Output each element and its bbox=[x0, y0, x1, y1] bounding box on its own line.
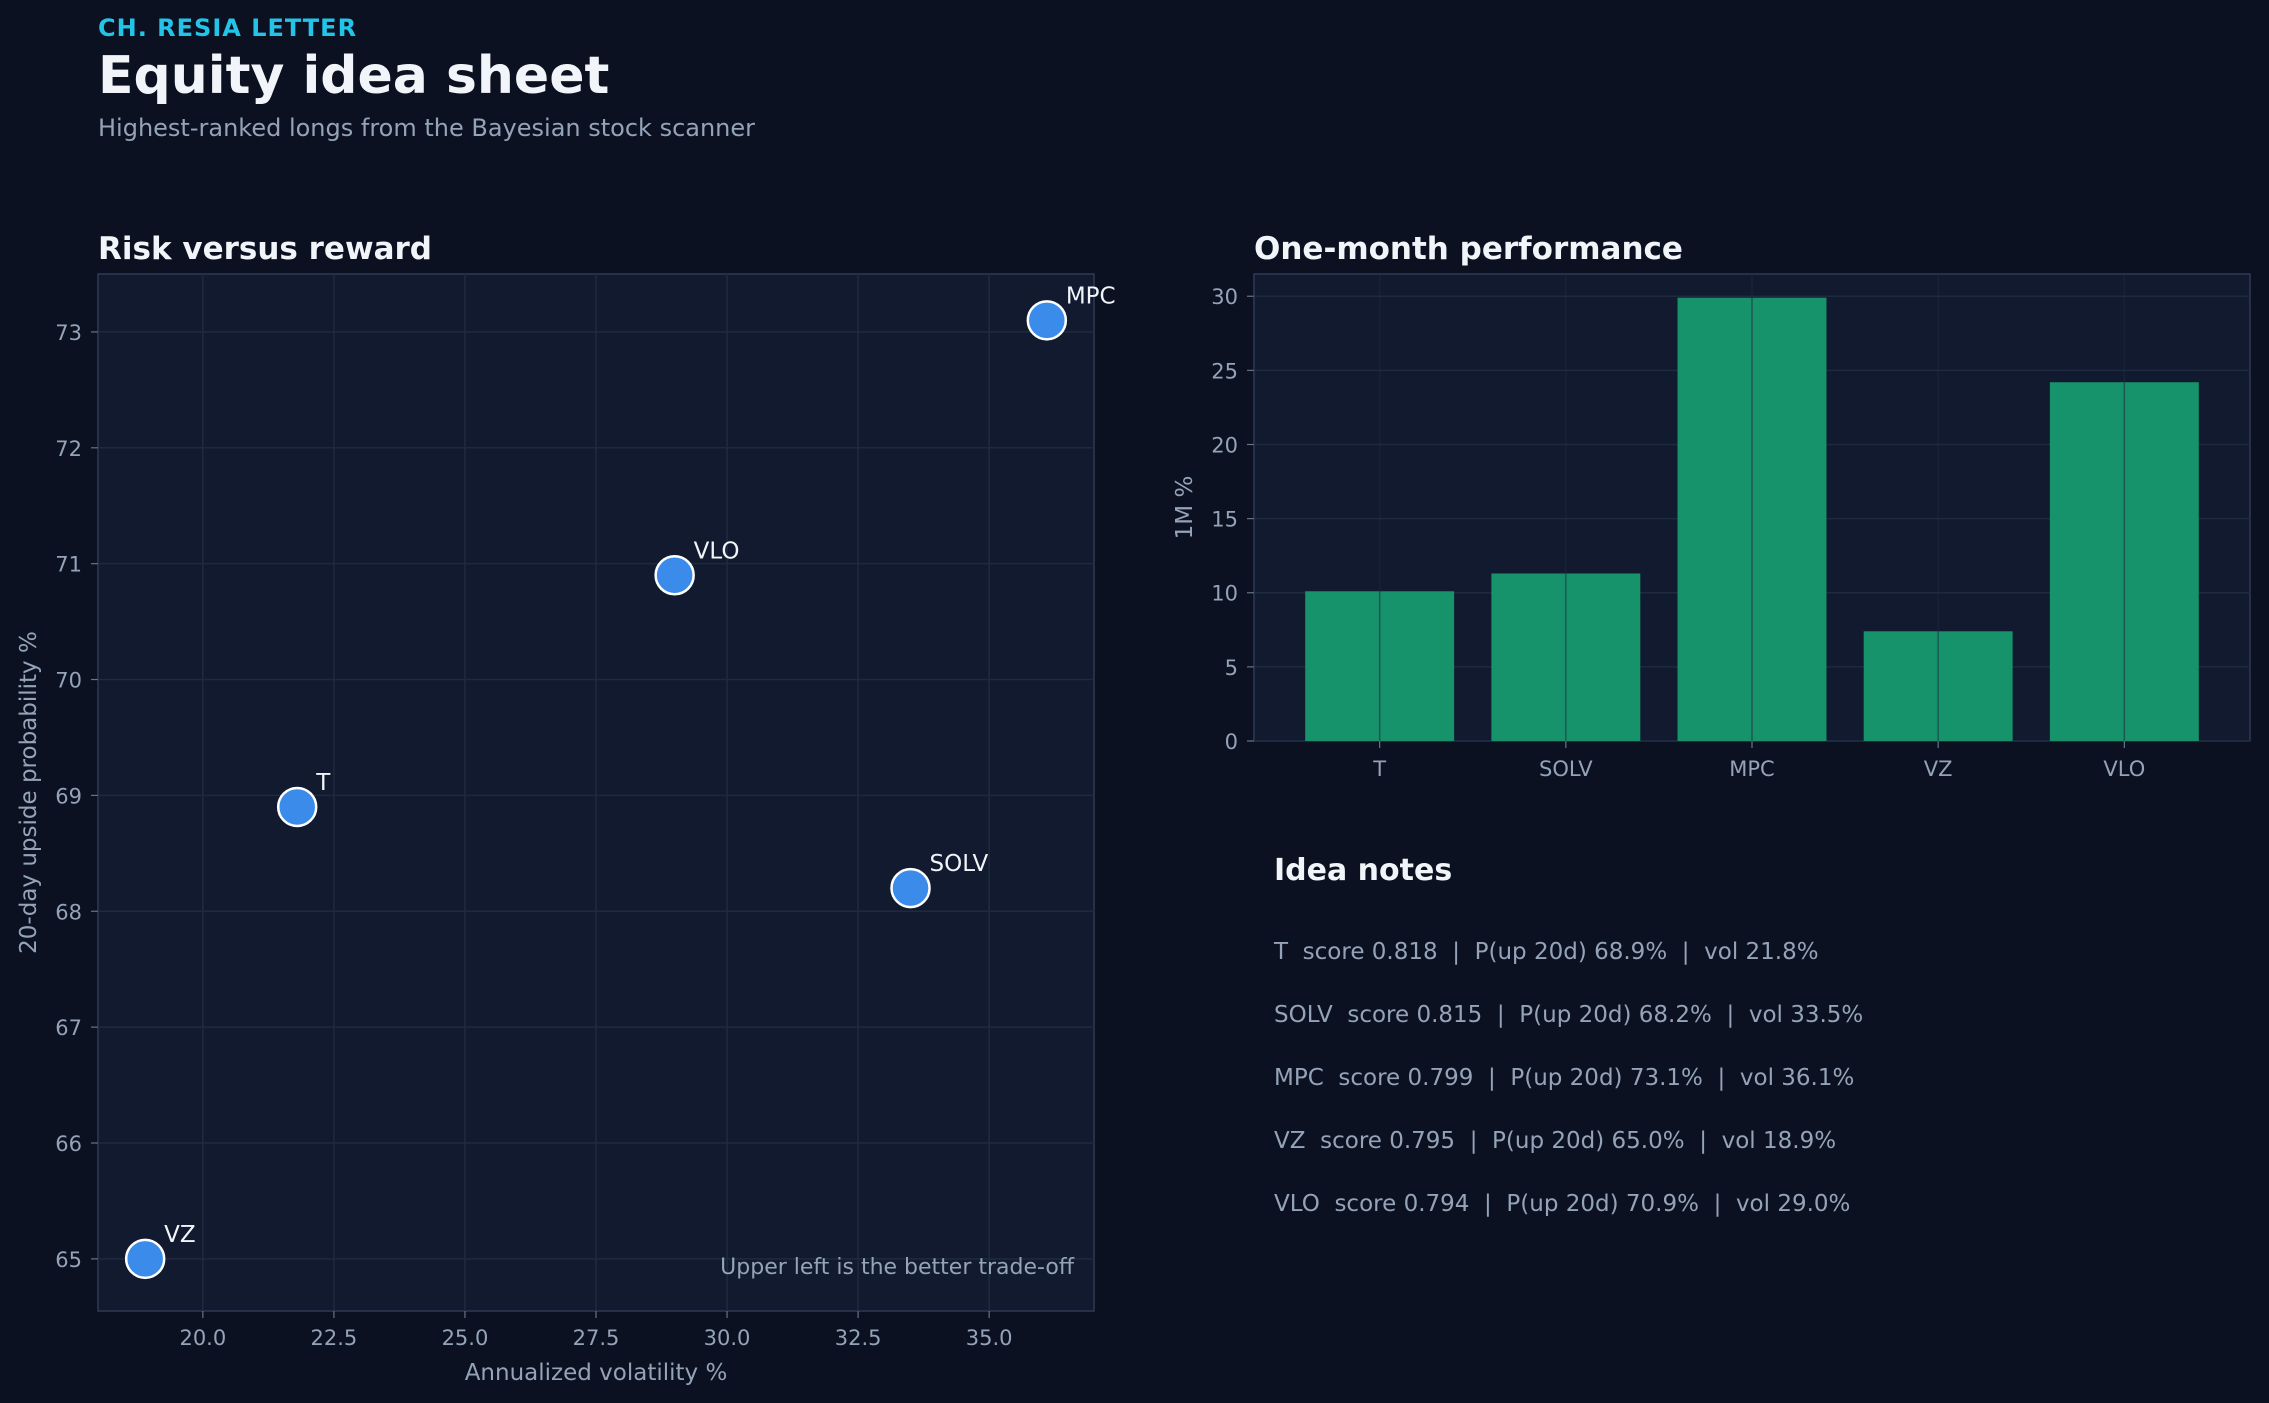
scatter-x-tick-label: 20.0 bbox=[179, 1326, 226, 1350]
scatter-y-tick-label: 68 bbox=[55, 900, 82, 924]
scatter-x-tick-label: 35.0 bbox=[966, 1326, 1013, 1350]
notes-list: T score 0.818 | P(up 20d) 68.9% | vol 21… bbox=[1274, 939, 1863, 1254]
bar-y-tick-label: 30 bbox=[1211, 285, 1238, 309]
scatter-x-axis-label: Annualized volatility % bbox=[465, 1360, 728, 1386]
bar-y-tick-label: 5 bbox=[1225, 656, 1238, 680]
bar-y-axis-label: 1M % bbox=[1172, 476, 1198, 540]
bar-y-tick-label: 25 bbox=[1211, 359, 1238, 383]
bar-title: One-month performance bbox=[1254, 231, 1683, 267]
scatter-point-label: SOLV bbox=[930, 851, 989, 877]
scatter-x-tick-label: 27.5 bbox=[573, 1326, 620, 1350]
bar-x-tick-label: VLO bbox=[2103, 757, 2145, 781]
scatter-y-tick-label: 72 bbox=[55, 437, 82, 461]
scatter-point-label: VZ bbox=[164, 1222, 196, 1248]
bar-x-tick-label: T bbox=[1372, 757, 1386, 781]
scatter-y-axis-label: 20-day upside probability % bbox=[16, 631, 42, 954]
bar-y-tick-label: 20 bbox=[1211, 433, 1238, 457]
scatter-y-tick-label: 70 bbox=[55, 669, 82, 693]
note-item: VLO score 0.794 | P(up 20d) 70.9% | vol … bbox=[1274, 1191, 1851, 1217]
scatter-point-label: VLO bbox=[694, 538, 740, 564]
bar-y-tick-label: 10 bbox=[1211, 582, 1238, 606]
note-item: VZ score 0.795 | P(up 20d) 65.0% | vol 1… bbox=[1274, 1128, 1837, 1154]
scatter-y-tick-label: 71 bbox=[55, 553, 82, 577]
scatter-y-tick-label: 67 bbox=[55, 1016, 82, 1040]
scatter-point-label: T bbox=[315, 770, 331, 796]
scatter-y-tick-label: 66 bbox=[55, 1132, 82, 1156]
bar-x-tick-label: MPC bbox=[1729, 757, 1774, 781]
scatter-point bbox=[890, 867, 931, 909]
scatter-y-tick-label: 73 bbox=[55, 321, 82, 345]
scatter-point-label: MPC bbox=[1066, 283, 1116, 309]
scatter-annotation: Upper left is the better trade-off bbox=[720, 1255, 1075, 1280]
scatter-point bbox=[654, 555, 695, 596]
bar-y-tick-label: 15 bbox=[1211, 508, 1238, 532]
bar-y-tick-label: 0 bbox=[1225, 730, 1238, 754]
scatter-y-tick-label: 65 bbox=[55, 1248, 82, 1272]
scatter-point bbox=[1026, 300, 1068, 341]
notes-title: Idea notes bbox=[1274, 853, 1453, 888]
scatter-x-tick-label: 30.0 bbox=[704, 1326, 751, 1350]
note-item: T score 0.818 | P(up 20d) 68.9% | vol 21… bbox=[1274, 939, 1819, 965]
page-subtitle: Highest-ranked longs from the Bayesian s… bbox=[98, 114, 756, 142]
kicker: CH. RESIA LETTER bbox=[98, 14, 358, 42]
scatter-point bbox=[276, 786, 318, 828]
bar-x-tick-label: VZ bbox=[1924, 757, 1953, 781]
scatter-y-tick-label: 69 bbox=[55, 784, 82, 808]
page-title: Equity idea sheet bbox=[98, 46, 610, 106]
scatter-x-tick-label: 32.5 bbox=[835, 1326, 882, 1350]
bar-x-tick-label: SOLV bbox=[1539, 757, 1593, 781]
note-item: MPC score 0.799 | P(up 20d) 73.1% | vol … bbox=[1274, 1065, 1855, 1091]
scatter-x-tick-label: 25.0 bbox=[442, 1326, 489, 1350]
scatter-title: Risk versus reward bbox=[98, 231, 432, 267]
scatter-point bbox=[124, 1238, 166, 1280]
scatter-x-tick-label: 22.5 bbox=[311, 1326, 358, 1350]
note-item: SOLV score 0.815 | P(up 20d) 68.2% | vol… bbox=[1274, 1002, 1864, 1028]
